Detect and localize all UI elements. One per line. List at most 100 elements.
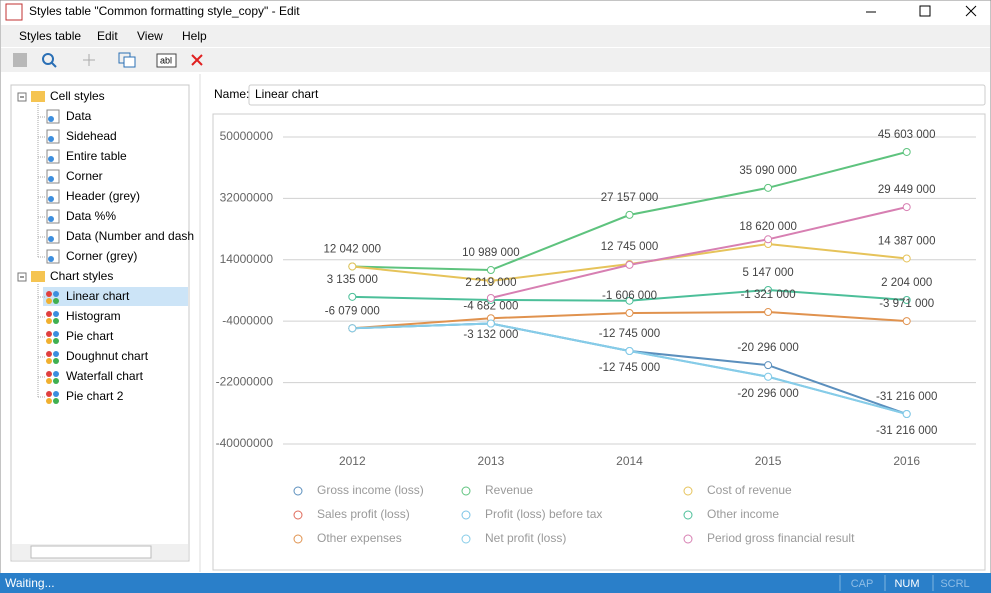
- legend-label[interactable]: Other expenses: [317, 531, 402, 545]
- legend-label[interactable]: Other income: [707, 507, 779, 521]
- tree-item[interactable]: Entire table: [66, 149, 127, 163]
- menu-item[interactable]: View: [137, 29, 163, 43]
- tree-item[interactable]: Pie chart: [66, 329, 114, 343]
- y-tick-label: -40000000: [216, 436, 274, 450]
- legend-label[interactable]: Cost of revenue: [707, 483, 792, 497]
- chart: -40000000 -22000000 -4000000 14000000 320000…: [216, 129, 976, 545]
- data-label: 12 042 000: [324, 243, 382, 255]
- maximize-button[interactable]: [919, 5, 931, 17]
- data-label: 5 147 000: [743, 267, 794, 279]
- legend-label[interactable]: Revenue: [485, 483, 533, 497]
- delete-button[interactable]: [191, 54, 203, 66]
- data-point: [764, 308, 773, 317]
- data-point: [625, 210, 634, 219]
- tree-item[interactable]: Corner: [66, 169, 103, 183]
- data-point: [902, 203, 911, 212]
- tree-item[interactable]: Pie chart 2: [66, 389, 124, 403]
- data-label: 45 603 000: [878, 129, 936, 141]
- x-tick-label: 2015: [755, 454, 782, 468]
- name-input[interactable]: [248, 84, 986, 106]
- status-indicator: SCRL: [940, 578, 969, 590]
- chart-style-dot: [53, 391, 59, 397]
- folder-icon: [31, 271, 45, 282]
- menu-item[interactable]: Styles table: [19, 29, 81, 43]
- y-tick-label: -22000000: [216, 375, 274, 389]
- menu-item[interactable]: Help: [182, 29, 207, 43]
- close-button[interactable]: [965, 5, 977, 17]
- chart-style-dot: [53, 311, 59, 317]
- tree-item[interactable]: Doughnut chart: [66, 349, 149, 363]
- tree-item[interactable]: Histogram: [66, 309, 121, 323]
- folder-icon: [31, 91, 45, 102]
- scroll-thumb[interactable]: [30, 545, 152, 559]
- tree-item[interactable]: Corner (grey): [66, 249, 137, 263]
- search-button[interactable]: [42, 53, 54, 65]
- legend-label[interactable]: Net profit (loss): [485, 531, 566, 545]
- data-label: -1 321 000: [741, 289, 796, 301]
- tree: Cell styles Data Sidehead Entire table Corne…: [17, 89, 194, 404]
- data-point: [902, 254, 911, 263]
- chart-style-dot: [53, 398, 59, 404]
- tree-group[interactable]: Chart styles: [50, 269, 113, 283]
- tree-item[interactable]: Data: [66, 109, 92, 123]
- data-label: 27 157 000: [601, 192, 659, 204]
- tree-item[interactable]: Linear chart: [66, 289, 130, 303]
- chart-style-dot: [53, 378, 59, 384]
- data-point: [486, 276, 495, 285]
- data-label: -31 216 000: [876, 425, 937, 437]
- rename-button[interactable]: [156, 53, 177, 68]
- name-label: Name:: [214, 87, 249, 101]
- tree-item[interactable]: Data (Number and dash: [66, 229, 194, 243]
- chart-style-dot: [53, 371, 59, 377]
- chart-style-dot: [46, 391, 52, 397]
- y-tick-label: 14000000: [220, 252, 274, 266]
- legend-label[interactable]: Sales profit (loss): [317, 507, 410, 521]
- data-point: [486, 293, 495, 302]
- data-label: -31 216 000: [876, 391, 937, 403]
- search-handle: [51, 62, 57, 68]
- status-indicators: CAP NUM SCRL: [839, 575, 970, 591]
- tree-item[interactable]: Data %%: [66, 209, 116, 223]
- legend-marker: [683, 510, 693, 520]
- status-indicator: NUM: [894, 578, 919, 590]
- add-button[interactable]: [83, 54, 95, 66]
- menu: Styles table Edit View Help: [19, 29, 207, 43]
- cell-style-dot: [48, 256, 54, 262]
- tree-group[interactable]: Cell styles: [50, 89, 105, 103]
- status-indicator: CAP: [851, 578, 874, 590]
- data-label: 2 219 000: [465, 277, 516, 289]
- data-point: [625, 309, 634, 318]
- menu-item[interactable]: Edit: [97, 29, 118, 43]
- selected-item: [43, 287, 188, 306]
- chart-style-dot: [46, 358, 52, 364]
- data-label: -12 745 000: [599, 328, 660, 340]
- status-bar: [0, 573, 991, 593]
- legend-label[interactable]: Profit (loss) before tax: [485, 507, 602, 521]
- chart-style-dot: [46, 351, 52, 357]
- legend-label[interactable]: Period gross financial result: [707, 531, 855, 545]
- chart-style-dot: [46, 291, 52, 297]
- chart-style-dot: [46, 298, 52, 304]
- chart-style-dot: [53, 358, 59, 364]
- x-tick-label: 2013: [478, 454, 505, 468]
- data-label: 14 387 000: [878, 235, 936, 247]
- chart-style-dot: [46, 398, 52, 404]
- x-tick-label: 2014: [616, 454, 643, 468]
- data-point: [625, 296, 634, 305]
- cell-style-dot: [48, 116, 54, 122]
- save-button[interactable]: [13, 53, 27, 67]
- data-label: -3 971 000: [879, 298, 934, 310]
- legend-marker: [461, 510, 471, 520]
- data-label: 12 745 000: [601, 241, 659, 253]
- chart-style-dot: [53, 338, 59, 344]
- legend-marker: [461, 486, 471, 496]
- legend-marker: [683, 534, 693, 544]
- data-label: 10 989 000: [462, 247, 520, 259]
- legend-label[interactable]: Gross income (loss): [317, 483, 424, 497]
- tree-item[interactable]: Waterfall chart: [66, 369, 144, 383]
- data-point: [764, 183, 773, 192]
- tree-item[interactable]: Header (grey): [66, 189, 140, 203]
- tree-item[interactable]: Sidehead: [66, 129, 117, 143]
- data-point: [902, 296, 911, 305]
